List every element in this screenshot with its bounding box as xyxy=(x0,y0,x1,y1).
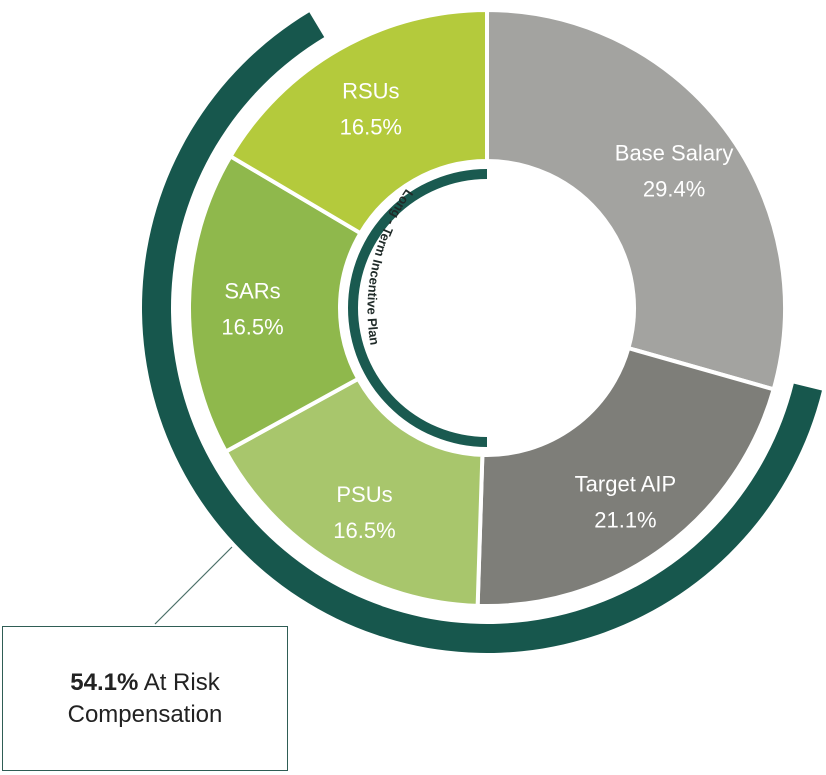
slice-label-target-aip: Target AIP xyxy=(575,471,677,496)
slice-base-salary xyxy=(485,7,787,392)
slice-rsus xyxy=(227,7,489,236)
callout-leader-line xyxy=(154,546,233,625)
slice-value-base-salary: 29.4% xyxy=(643,177,705,202)
slices xyxy=(187,7,787,608)
slice-target-aip xyxy=(475,345,777,608)
slice-label-rsus: RSUs xyxy=(342,78,399,103)
slice-value-target-aip: 21.1% xyxy=(594,507,656,532)
slice-label-base-salary: Base Salary xyxy=(615,141,734,166)
callout-value: 54.1% xyxy=(70,668,139,696)
slice-label-sars: SARs xyxy=(224,278,280,303)
callout-text: 54.1% At Risk Compensation xyxy=(68,667,223,731)
slice-psus xyxy=(223,376,485,608)
slice-labels: Base Salary 29.4% Target AIP 21.1% PSUs 16.5%… xyxy=(221,78,733,543)
callout-label: At Risk xyxy=(143,668,220,696)
slice-label-psus: PSUs xyxy=(336,482,392,507)
callout-label-2: Compensation xyxy=(67,700,223,728)
at-risk-callout: 54.1% At Risk Compensation xyxy=(2,626,288,771)
slice-value-rsus: 16.5% xyxy=(340,114,402,139)
slice-value-psus: 16.5% xyxy=(333,518,395,543)
slice-value-sars: 16.5% xyxy=(221,314,283,339)
slice-sars xyxy=(187,153,364,455)
